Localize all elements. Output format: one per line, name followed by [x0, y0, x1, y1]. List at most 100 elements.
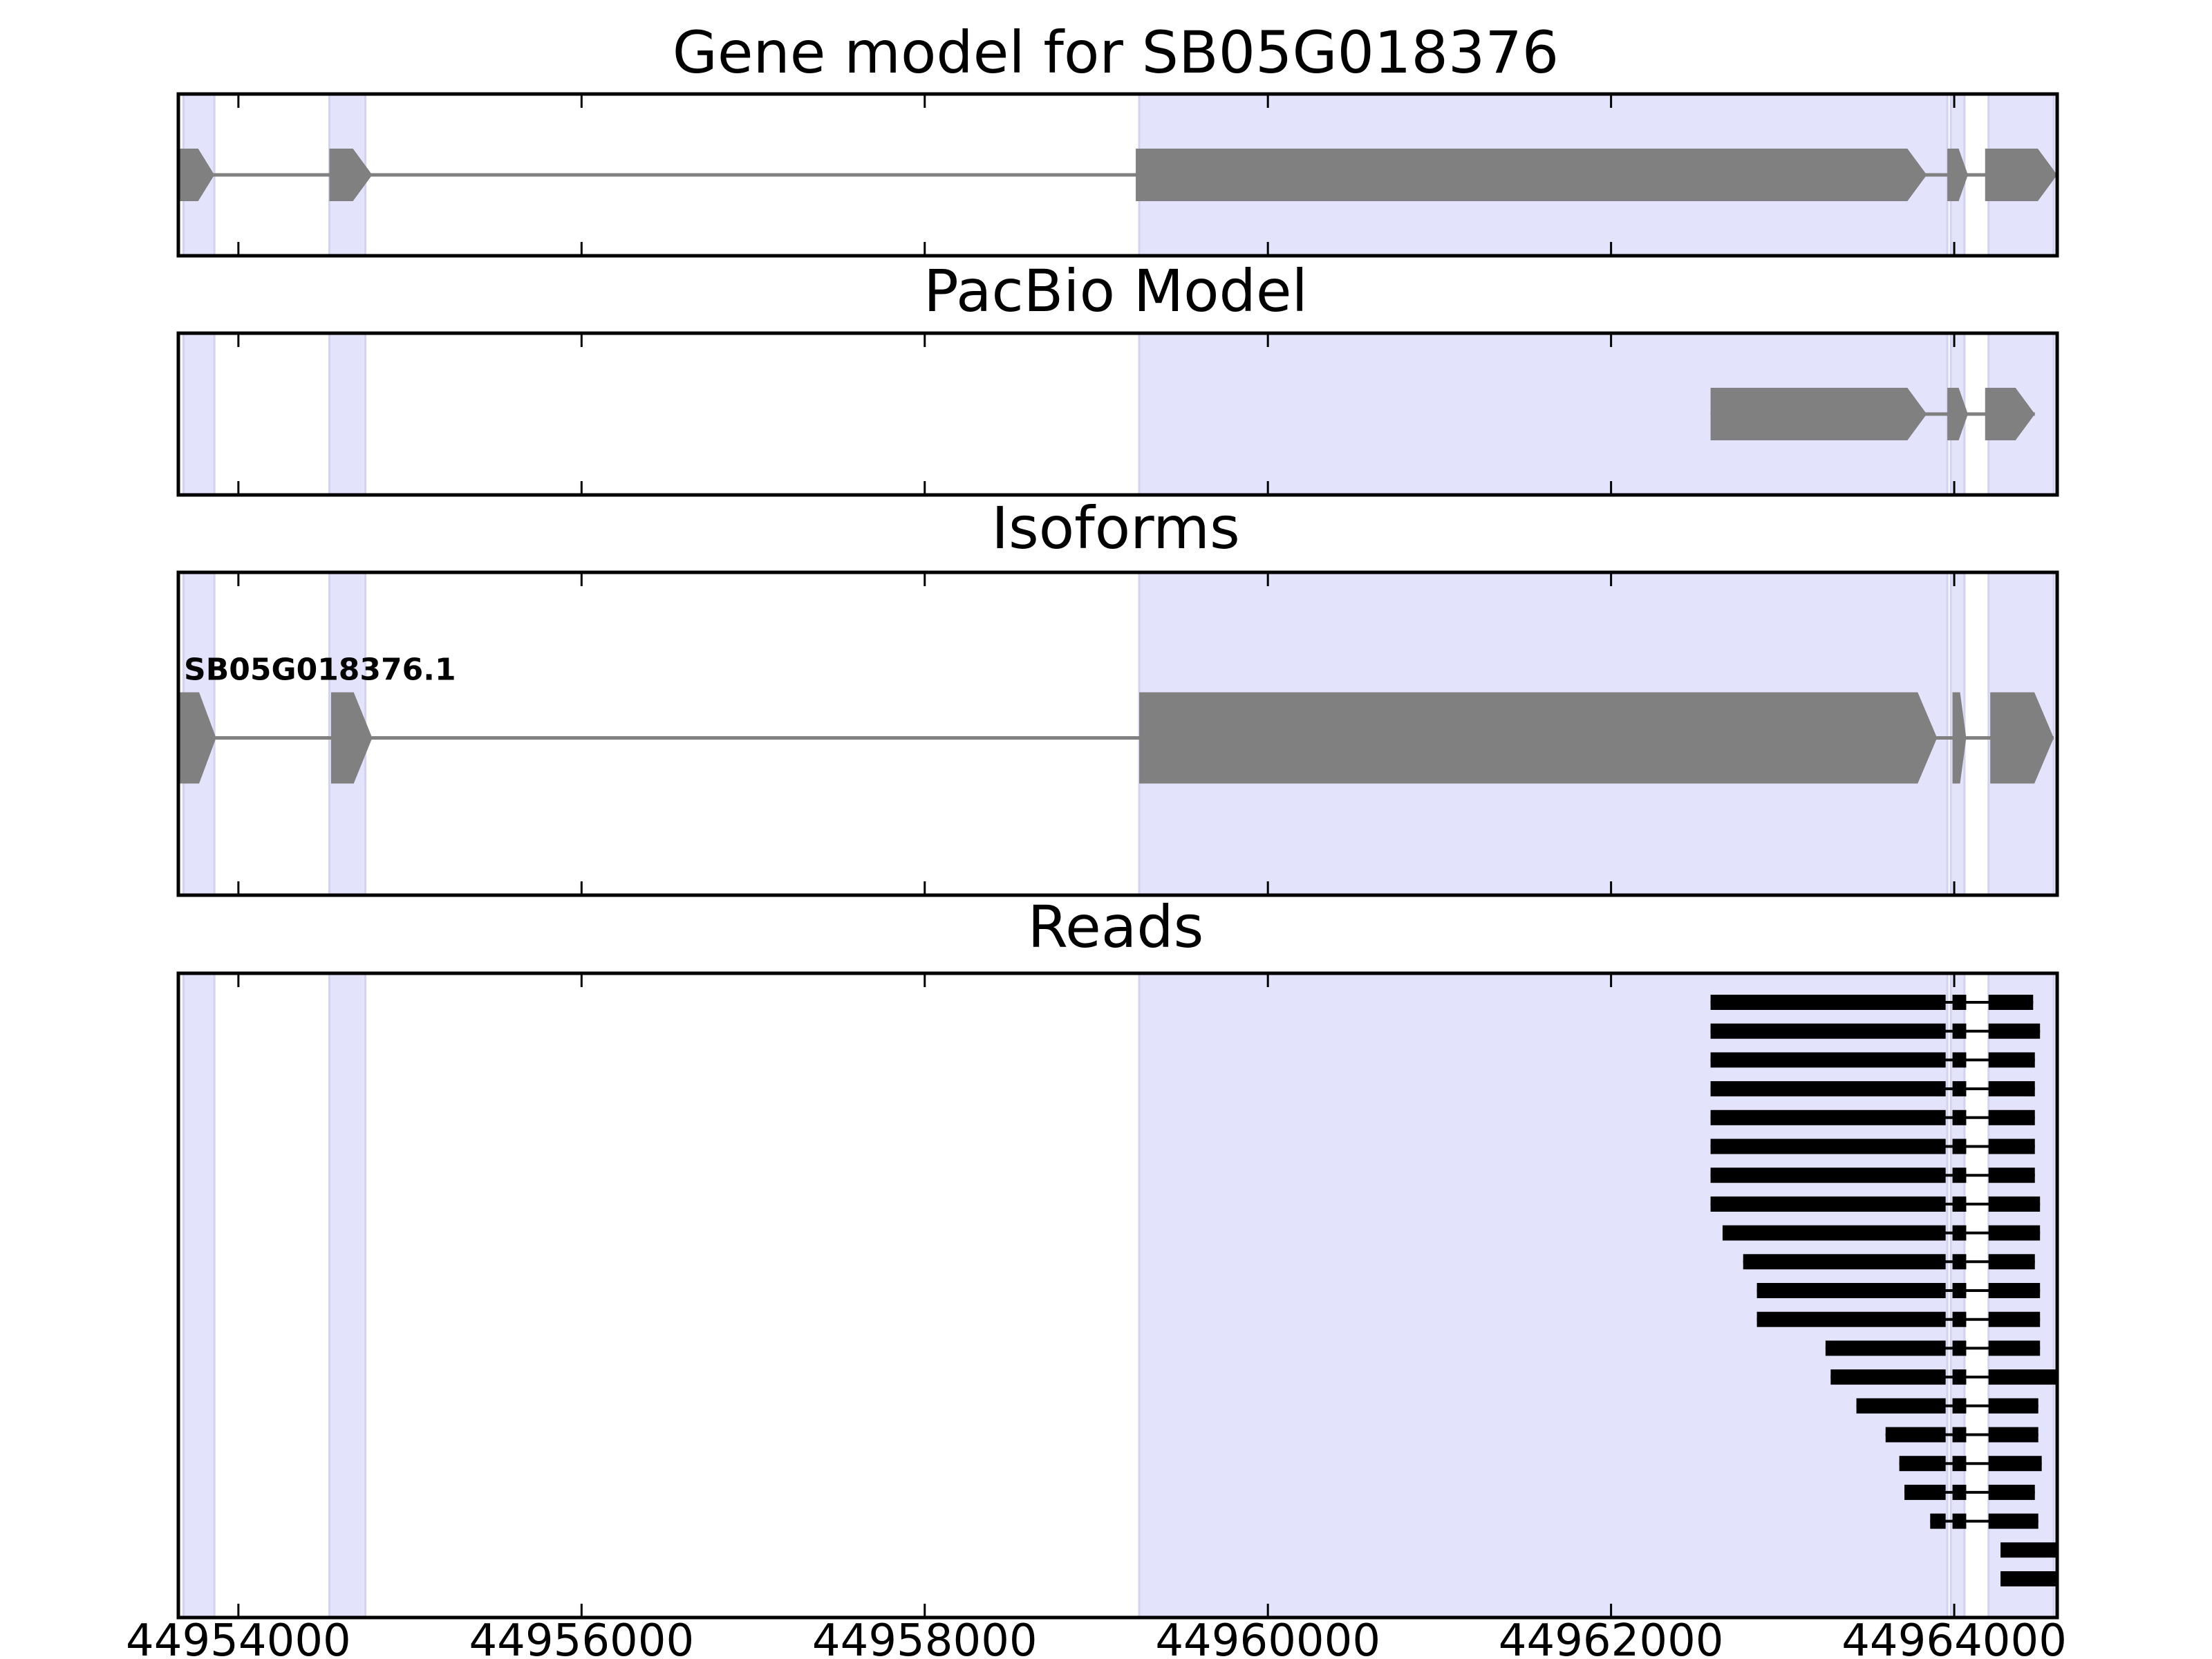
read [1710, 995, 2034, 1010]
read-block [2000, 1542, 2057, 1558]
read-block [1710, 1168, 1946, 1183]
read-block [1952, 1196, 1967, 1212]
x-tick-label: 44956000 [469, 1615, 694, 1659]
read [1710, 1081, 2035, 1097]
read-block [1952, 995, 1967, 1010]
isoforms-panel: Isoforms SB05G018376.1 [176, 494, 2059, 897]
read [1710, 1138, 2035, 1154]
exon-arrow [178, 149, 215, 201]
read-block [1988, 1109, 2035, 1125]
read [1825, 1340, 2041, 1356]
read-block [1988, 1023, 2041, 1039]
pacbio-model-panel: PacBio Model [176, 257, 2059, 497]
gene-model-plot-area [176, 92, 2059, 258]
x-tick-label: 44964000 [1841, 1615, 2067, 1659]
read-block [1952, 1109, 1967, 1125]
read-block [1952, 1398, 1967, 1414]
x-tick-label: 44962000 [1499, 1615, 1724, 1659]
read [1756, 1283, 2041, 1298]
isoforms-title: Isoforms [991, 494, 1240, 562]
read-block [1743, 1254, 1946, 1270]
read [1885, 1427, 2038, 1443]
read-block [1988, 1427, 2038, 1443]
exon-arrow [330, 692, 373, 784]
read [2000, 1571, 2057, 1586]
reads-plot-area [176, 971, 2059, 1620]
exon-arrow [178, 692, 216, 784]
read [1710, 1023, 2041, 1039]
gene-feature [1710, 388, 2035, 440]
isoforms-plot-area: SB05G018376.1 [176, 570, 2059, 897]
read-block [1710, 1052, 1946, 1068]
read-block [1988, 1225, 2041, 1241]
reads-title: Reads [1028, 893, 1204, 961]
exon-arrow [1952, 692, 1967, 784]
read-block [1988, 1513, 2038, 1529]
read-block [1710, 1138, 1946, 1154]
read-block [1952, 1513, 1967, 1529]
read-block [1988, 1196, 2041, 1212]
read-block [1988, 995, 2034, 1010]
read [1710, 1196, 2041, 1212]
highlight-region [182, 972, 216, 1619]
read-block [1952, 1311, 1967, 1327]
read-block [1988, 1081, 2035, 1097]
read [1710, 1052, 2035, 1068]
read-block [1710, 1196, 1946, 1212]
read-block [1885, 1427, 1946, 1443]
read-block [1988, 1484, 2035, 1500]
read [1710, 1168, 2035, 1183]
read-block [1756, 1283, 1946, 1298]
read [2000, 1542, 2057, 1558]
isoform-name-label: SB05G018376.1 [184, 653, 456, 688]
x-tick-label: 44954000 [126, 1615, 351, 1659]
read-block [1988, 1340, 2041, 1356]
plot-frame [176, 971, 2059, 1620]
x-tick-label: 44958000 [812, 1615, 1038, 1659]
gene-model-panel: Gene model for SB05G018376 [176, 19, 2059, 258]
pacbio-model-title: PacBio Model [924, 257, 1308, 325]
read-block [1952, 1023, 1967, 1039]
exon-arrow [1985, 388, 2035, 440]
read [1904, 1484, 2035, 1500]
exon-arrow [1985, 149, 2057, 201]
plot-frame [176, 331, 2059, 497]
exon-arrow [1947, 149, 1968, 201]
read-block [1930, 1513, 1946, 1529]
read-block [1952, 1225, 1967, 1241]
read-block [1756, 1311, 1946, 1327]
read-block [1952, 1254, 1967, 1270]
exon-arrow [1136, 149, 1927, 201]
pacbio-model-plot-area [176, 331, 2059, 497]
read [1756, 1311, 2041, 1327]
plot-frame [176, 92, 2059, 258]
read-block [1830, 1369, 1946, 1385]
exon-arrow [1139, 692, 1938, 784]
read-block [1988, 1398, 2038, 1414]
highlight-region [182, 332, 216, 496]
read-block [1899, 1456, 1946, 1472]
read-block [1952, 1456, 1967, 1472]
read-block [1988, 1052, 2035, 1068]
read [1930, 1513, 2038, 1529]
read-block [1710, 1109, 1946, 1125]
read-block [1952, 1427, 1967, 1443]
exon-arrow [1710, 388, 1927, 440]
read-block [1952, 1081, 1967, 1097]
read-block [1952, 1052, 1967, 1068]
read-block [2000, 1571, 2057, 1586]
plot-frame [176, 570, 2059, 897]
read-block [1825, 1340, 1946, 1356]
read-block [1952, 1340, 1967, 1356]
read-block [1988, 1168, 2035, 1183]
read [1743, 1254, 2035, 1270]
gene-feature [178, 149, 2057, 201]
read-block [1988, 1254, 2035, 1270]
read [1856, 1398, 2038, 1414]
read-block [1988, 1283, 2041, 1298]
gene-model-title: Gene model for SB05G018376 [673, 19, 1559, 86]
read-block [1988, 1456, 2042, 1472]
read [1722, 1225, 2041, 1241]
read-block [1952, 1138, 1967, 1154]
